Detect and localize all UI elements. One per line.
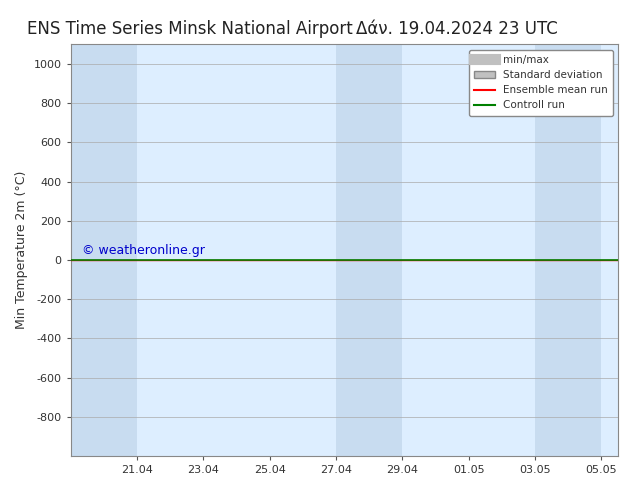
- Y-axis label: Min Temperature 2m (°C): Min Temperature 2m (°C): [15, 171, 28, 329]
- Text: Δάν. 19.04.2024 23 UTC: Δάν. 19.04.2024 23 UTC: [356, 20, 557, 38]
- Bar: [535, 45, 602, 456]
- Bar: [336, 45, 403, 456]
- Text: ENS Time Series Minsk National Airport: ENS Time Series Minsk National Airport: [27, 20, 353, 38]
- Legend: min/max, Standard deviation, Ensemble mean run, Controll run: min/max, Standard deviation, Ensemble me…: [469, 49, 613, 116]
- Bar: [70, 45, 137, 456]
- Text: © weatheronline.gr: © weatheronline.gr: [82, 244, 204, 257]
